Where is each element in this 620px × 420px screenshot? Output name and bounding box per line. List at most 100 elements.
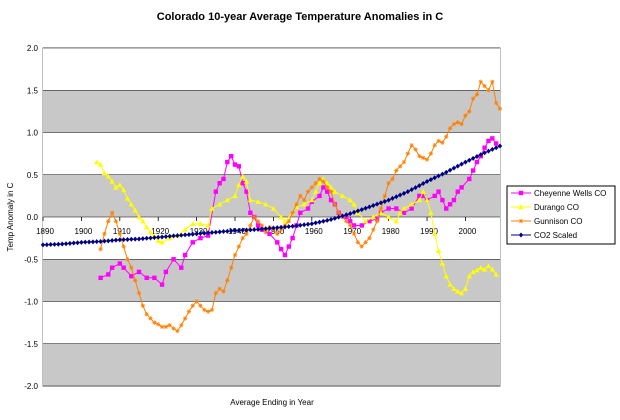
data-point <box>416 197 423 203</box>
data-point <box>470 168 476 173</box>
data-point <box>109 265 115 270</box>
data-point <box>409 206 414 211</box>
data-point <box>309 221 315 227</box>
data-point <box>217 181 222 186</box>
data-point <box>240 181 245 186</box>
data-point <box>351 223 357 228</box>
data-point <box>459 121 464 127</box>
data-point <box>152 320 157 325</box>
data-point <box>436 173 441 179</box>
grid-band <box>43 90 500 133</box>
data-point <box>216 201 223 207</box>
data-point <box>467 109 472 114</box>
data-point <box>328 197 334 203</box>
data-point <box>305 221 311 227</box>
gridlines <box>43 47 500 387</box>
data-point <box>497 143 503 149</box>
data-point <box>451 197 457 203</box>
data-point <box>458 290 465 296</box>
data-point <box>474 92 480 97</box>
data-point <box>221 176 226 182</box>
data-point <box>255 226 261 232</box>
data-point <box>440 171 445 177</box>
series-lines <box>40 79 503 334</box>
data-point <box>252 227 257 233</box>
data-point <box>432 231 438 237</box>
data-point <box>248 210 253 215</box>
data-point <box>156 234 161 240</box>
data-point <box>124 195 131 201</box>
data-point <box>321 185 326 190</box>
data-point <box>182 252 188 258</box>
data-point <box>117 237 123 243</box>
grid-band <box>43 301 500 344</box>
data-point <box>378 206 384 211</box>
data-point <box>420 188 426 194</box>
data-point <box>324 180 330 186</box>
data-point <box>339 193 346 199</box>
data-point <box>190 221 196 226</box>
data-point <box>451 121 457 127</box>
data-point <box>136 290 142 296</box>
data-point <box>481 266 488 272</box>
data-point <box>129 265 134 270</box>
data-point <box>397 164 403 169</box>
data-point <box>440 140 445 145</box>
data-point <box>370 214 376 220</box>
data-point <box>355 208 361 214</box>
data-point <box>386 181 391 186</box>
data-point <box>309 185 315 190</box>
y-tick-label: 1.0 <box>27 129 39 138</box>
data-point <box>282 218 288 224</box>
data-point <box>159 324 165 330</box>
data-point <box>390 176 395 182</box>
x-tick-label: 1900 <box>75 227 93 236</box>
data-point <box>60 241 65 247</box>
data-point <box>294 202 299 207</box>
data-point <box>102 231 107 237</box>
data-point <box>236 244 242 249</box>
data-point <box>102 238 107 244</box>
data-point <box>363 240 368 245</box>
data-point <box>408 201 415 207</box>
data-point <box>63 241 69 247</box>
data-point <box>386 197 391 203</box>
y-tick-label: 0.5 <box>27 171 39 180</box>
data-point <box>209 230 215 236</box>
data-point <box>386 206 391 211</box>
data-point <box>132 236 138 242</box>
data-point <box>424 157 430 162</box>
data-point <box>298 222 303 228</box>
data-point <box>136 236 142 242</box>
x-tick-label: 2000 <box>459 227 477 236</box>
data-point <box>98 239 103 245</box>
data-point <box>432 175 437 181</box>
data-point <box>351 209 357 215</box>
data-point <box>518 232 524 238</box>
data-point <box>359 223 364 228</box>
data-point <box>152 235 157 241</box>
data-point <box>94 239 99 245</box>
data-point <box>443 273 449 279</box>
data-point <box>447 126 453 131</box>
data-point <box>344 212 349 218</box>
data-point <box>290 235 295 241</box>
data-point <box>159 239 165 245</box>
y-axis-label: Temp Anomaly in C <box>6 182 15 251</box>
data-point <box>121 237 126 243</box>
data-point <box>159 234 165 240</box>
data-point <box>394 168 399 173</box>
data-point <box>171 233 176 239</box>
data-point <box>155 237 161 243</box>
x-tick-label: 1910 <box>113 227 131 236</box>
data-point <box>259 223 265 228</box>
data-point <box>275 225 280 231</box>
data-point <box>424 197 430 203</box>
data-point <box>313 220 318 226</box>
data-point <box>225 228 230 234</box>
chart-title: Colorado 10-year Average Temperature Ano… <box>157 11 444 23</box>
data-point <box>490 146 495 152</box>
data-point <box>489 266 496 272</box>
data-point <box>470 96 476 101</box>
data-point <box>447 281 453 287</box>
